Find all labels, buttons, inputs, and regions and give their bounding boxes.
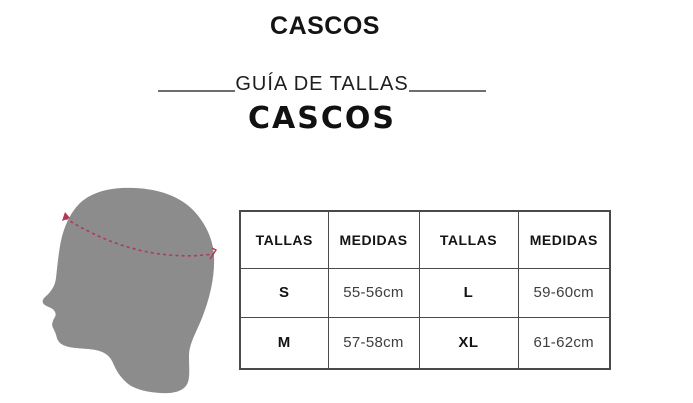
size-table-header-cell: MEDIDAS xyxy=(517,210,611,269)
size-guide-subtitle: CASCOS xyxy=(248,101,396,136)
decorative-line-left xyxy=(158,90,236,92)
measure-cell: 61-62cm xyxy=(517,316,611,370)
size-cell: M xyxy=(239,316,329,370)
size-table-header-cell: MEDIDAS xyxy=(327,210,420,269)
measure-cell: 57-58cm xyxy=(327,316,420,370)
head-silhouette-illustration xyxy=(42,187,218,394)
decorative-line-right xyxy=(408,90,486,92)
size-table: TALLAS MEDIDAS TALLAS MEDIDAS S 55-56cm … xyxy=(239,210,611,370)
head-circumference-dashed-line xyxy=(64,217,215,257)
size-table-row: M 57-58cm XL 61-62cm xyxy=(239,316,611,370)
page-title: CASCOS xyxy=(270,12,380,40)
measure-cell: 59-60cm xyxy=(517,267,611,318)
size-table-header-cell: TALLAS xyxy=(418,210,519,269)
head-silhouette xyxy=(42,187,215,394)
size-table-row: S 55-56cm L 59-60cm xyxy=(239,267,611,318)
measure-cell: 55-56cm xyxy=(327,267,420,318)
size-cell: XL xyxy=(418,316,519,370)
size-table-header-cell: TALLAS xyxy=(239,210,329,269)
measure-arrow-right xyxy=(209,247,218,260)
size-table-header-row: TALLAS MEDIDAS TALLAS MEDIDAS xyxy=(239,210,611,269)
size-cell: S xyxy=(239,267,329,318)
measure-arrow-left xyxy=(62,212,70,221)
size-guide-header: GUÍA DE TALLAS xyxy=(158,72,486,96)
size-cell: L xyxy=(418,267,519,318)
size-guide-title: GUÍA DE TALLAS xyxy=(235,73,409,95)
